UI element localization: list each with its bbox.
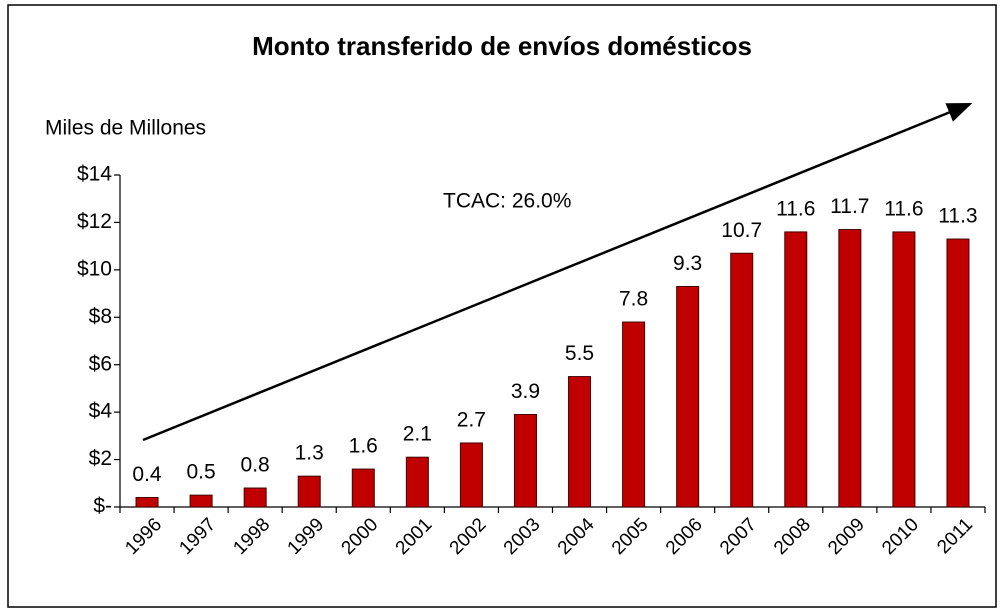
bar	[405, 456, 429, 508]
y-tick-label: $2	[89, 447, 112, 470]
bar	[838, 229, 862, 508]
data-label: 0.8	[241, 454, 270, 477]
y-tick-label: $-	[93, 495, 112, 518]
data-label: 1.6	[349, 435, 378, 458]
annotation: TCAC: 26.0%	[443, 190, 571, 213]
data-label: 5.5	[565, 342, 594, 365]
bar	[459, 442, 483, 508]
y-tick-label: $6	[89, 352, 112, 375]
data-label: 11.3	[938, 205, 977, 228]
y-tick-label: $4	[89, 400, 113, 423]
chart-title: Monto transferido de envíos domésticos	[252, 31, 752, 61]
bar	[135, 497, 159, 508]
data-label: 9.3	[673, 252, 702, 275]
data-label: 11.6	[884, 197, 923, 220]
bar	[730, 252, 754, 508]
y-tick-label: $10	[77, 257, 112, 280]
y-tick-label: $12	[77, 210, 112, 233]
data-label: 11.6	[776, 197, 815, 220]
bar	[243, 487, 267, 508]
bar	[568, 376, 592, 508]
y-tick-label: $8	[89, 305, 112, 328]
data-label: 10.7	[721, 219, 762, 242]
bar	[351, 468, 375, 508]
data-label: 0.5	[186, 461, 215, 484]
bar	[784, 231, 808, 508]
data-label: 0.4	[132, 463, 162, 486]
data-label: 2.1	[403, 423, 432, 446]
data-label: 11.7	[830, 195, 869, 218]
bar	[297, 475, 321, 508]
y-axis-label: Miles de Millones	[45, 117, 206, 140]
trend-arrow	[142, 102, 973, 442]
data-label: 7.8	[619, 288, 648, 311]
bar	[892, 231, 916, 508]
y-tick-label: $14	[77, 163, 112, 186]
bar	[676, 285, 700, 508]
data-label: 3.9	[511, 380, 540, 403]
bar	[513, 414, 537, 508]
data-label: 2.7	[457, 409, 486, 432]
bar	[622, 321, 646, 508]
data-label: 1.3	[295, 442, 324, 465]
bar	[946, 238, 970, 508]
bar	[189, 494, 213, 508]
